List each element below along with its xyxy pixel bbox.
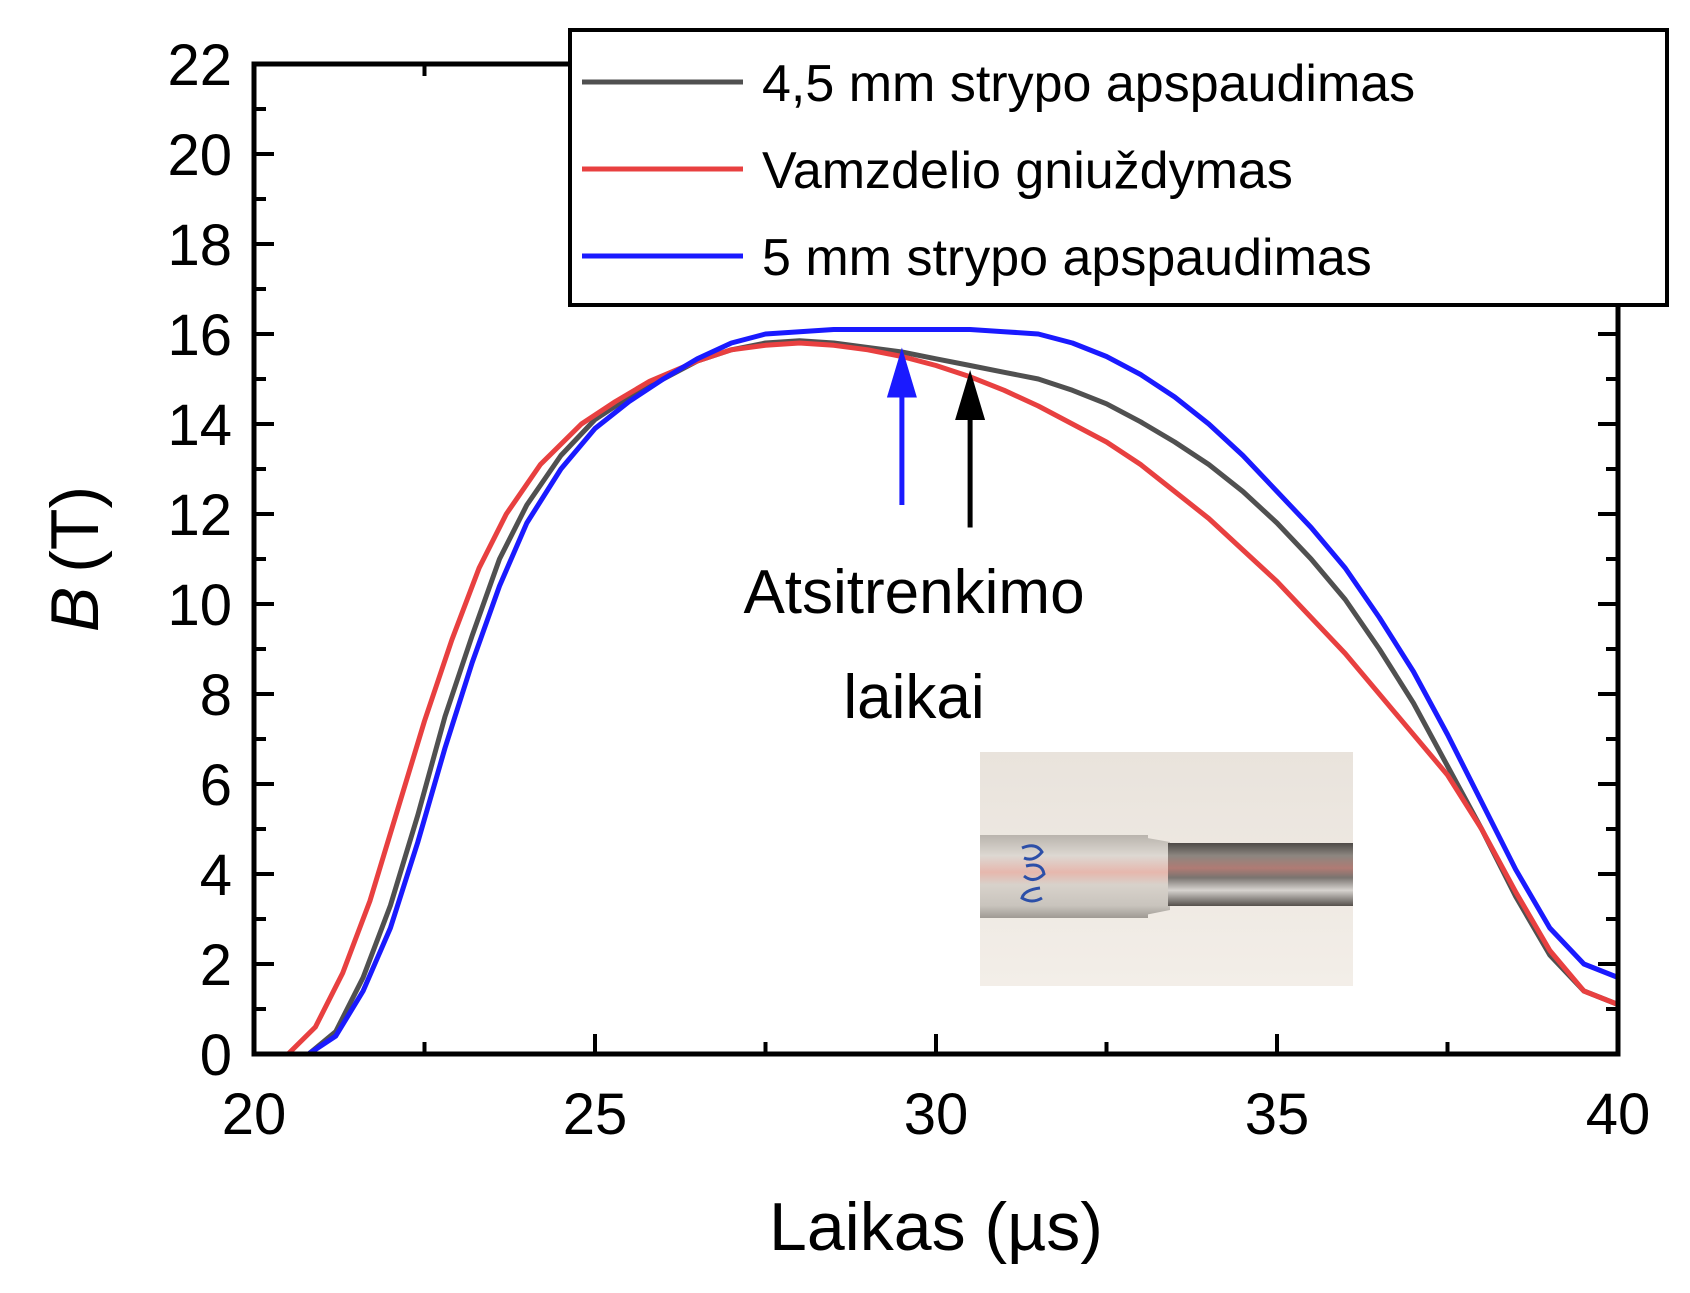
y-tick-label: 20 [167, 123, 232, 188]
crimped-tube [980, 835, 1148, 918]
y-tick-label: 2 [200, 933, 232, 998]
y-tick-label: 18 [167, 213, 232, 278]
series-line-3 [307, 327, 1619, 1057]
x-tick-label: 30 [904, 1082, 969, 1147]
sample-photo-inset [980, 752, 1353, 986]
legend-label-2: Vamzdelio gniuždymas [762, 142, 1293, 200]
annotation-arrow-head-1 [886, 347, 917, 398]
legend-label-3: 5 mm strypo apspaudimas [762, 229, 1372, 287]
y-tick-label: 0 [200, 1023, 232, 1088]
y-axis-symbol: B [37, 587, 113, 632]
legend-label-1: 4,5 mm strypo apspaudimas [762, 55, 1415, 113]
y-tick-label: 14 [167, 393, 232, 458]
y-tick-label: 12 [167, 483, 232, 548]
handwritten-marking [1020, 844, 1046, 903]
y-tick-label: 4 [200, 843, 232, 908]
annotation-arrow-head-2 [955, 370, 986, 420]
y-tick-label: 6 [200, 753, 232, 818]
metal-rod [1168, 843, 1353, 906]
y-tick-label: 22 [167, 33, 232, 98]
x-tick-label: 20 [222, 1082, 287, 1147]
series-layer [286, 327, 1619, 1057]
axis-tick-labels: 20 25 30 35 40 0 2 4 6 8 10 12 14 16 18 20 22 [167, 33, 1650, 1147]
x-tick-label: 25 [563, 1082, 628, 1147]
legend: 4,5 mm strypo apspaudimas Vamzdelio gniuž… [568, 28, 1669, 307]
annotation-line-2: laikai [843, 663, 984, 732]
annotation-layer [886, 347, 986, 528]
y-tick-label: 10 [167, 573, 232, 638]
y-tick-label: 16 [167, 303, 232, 368]
y-axis-unit: (T) [37, 486, 113, 573]
tube-crimp-shoulder [1130, 835, 1170, 918]
series-line-2 [286, 340, 1619, 1056]
annotation-line-1: Atsitrenkimo [743, 558, 1084, 627]
y-axis-title: B (T) [37, 486, 113, 632]
x-tick-label: 35 [1245, 1082, 1310, 1147]
legend-entries: 4,5 mm strypo apspaudimas Vamzdelio gniuž… [582, 55, 1415, 287]
x-axis-title: Laikas (µs) [769, 1189, 1103, 1265]
x-tick-label: 40 [1586, 1082, 1651, 1147]
y-tick-label: 8 [200, 663, 232, 728]
legend-box [568, 28, 1669, 307]
series-line-1 [307, 338, 1619, 1056]
